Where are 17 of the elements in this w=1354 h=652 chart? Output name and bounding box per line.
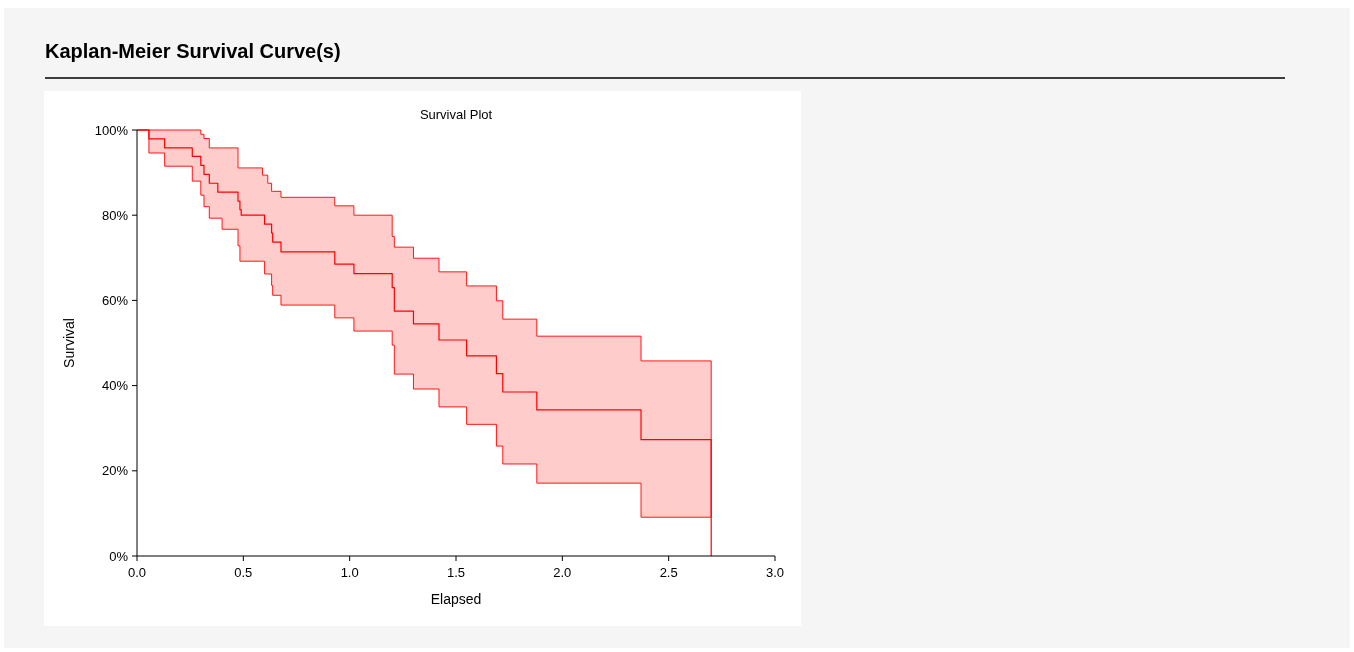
- y-tick-label: 40%: [101, 378, 129, 394]
- y-axis-title: Survival: [61, 318, 77, 368]
- y-tick-label: 80%: [101, 207, 129, 223]
- x-tick-label: 1.5: [446, 565, 466, 580]
- x-tick-label: 3.0: [765, 565, 785, 580]
- x-axis-title: Elapsed: [430, 591, 482, 607]
- x-tick-label: 2.0: [553, 565, 572, 580]
- x-tick-label: 0.5: [234, 565, 253, 580]
- x-tick-label: 1.0: [340, 565, 359, 580]
- y-tick-label: 0%: [109, 548, 129, 564]
- chart-subtitle: Survival Plot: [419, 107, 493, 122]
- x-tick-label: 2.5: [659, 565, 678, 580]
- y-tick-label: 20%: [101, 463, 129, 479]
- x-tick-label: 0.0: [127, 565, 147, 580]
- y-tick-label: 100%: [94, 122, 129, 138]
- chart-title: Kaplan-Meier Survival Curve(s): [45, 40, 341, 62]
- y-tick-label: 60%: [101, 292, 129, 308]
